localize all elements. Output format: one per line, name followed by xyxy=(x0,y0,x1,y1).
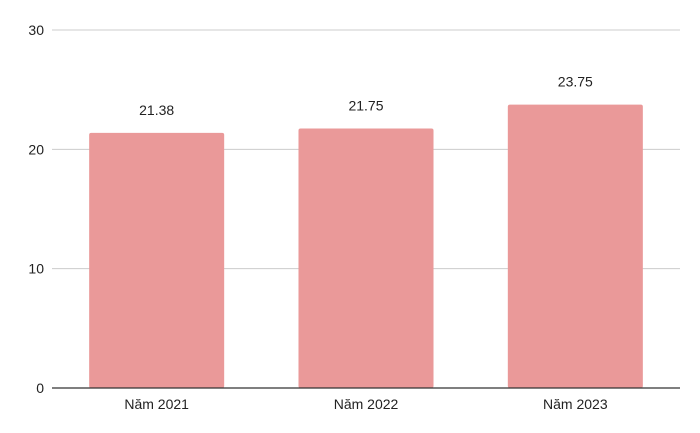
x-tick-label: Năm 2023 xyxy=(543,396,608,412)
bar xyxy=(89,132,225,388)
y-tick-label: 10 xyxy=(28,261,44,277)
bar xyxy=(507,104,643,388)
y-tick-label: 20 xyxy=(28,141,44,157)
x-tick-label: Năm 2022 xyxy=(334,396,399,412)
x-tick-label: Năm 2021 xyxy=(124,396,189,412)
x-axis: Năm 2021 Năm 2022 Năm 2023 xyxy=(52,387,680,412)
bars xyxy=(89,104,643,388)
y-tick-label: 30 xyxy=(28,22,44,38)
data-label: 23.75 xyxy=(558,74,593,90)
bar xyxy=(298,128,434,388)
data-label: 21.38 xyxy=(139,102,174,118)
data-label: 21.75 xyxy=(348,97,383,113)
y-axis: 0 10 20 30 xyxy=(28,22,44,396)
data-labels: 21.38 21.75 23.75 xyxy=(139,74,593,118)
y-tick-label: 0 xyxy=(36,380,44,396)
